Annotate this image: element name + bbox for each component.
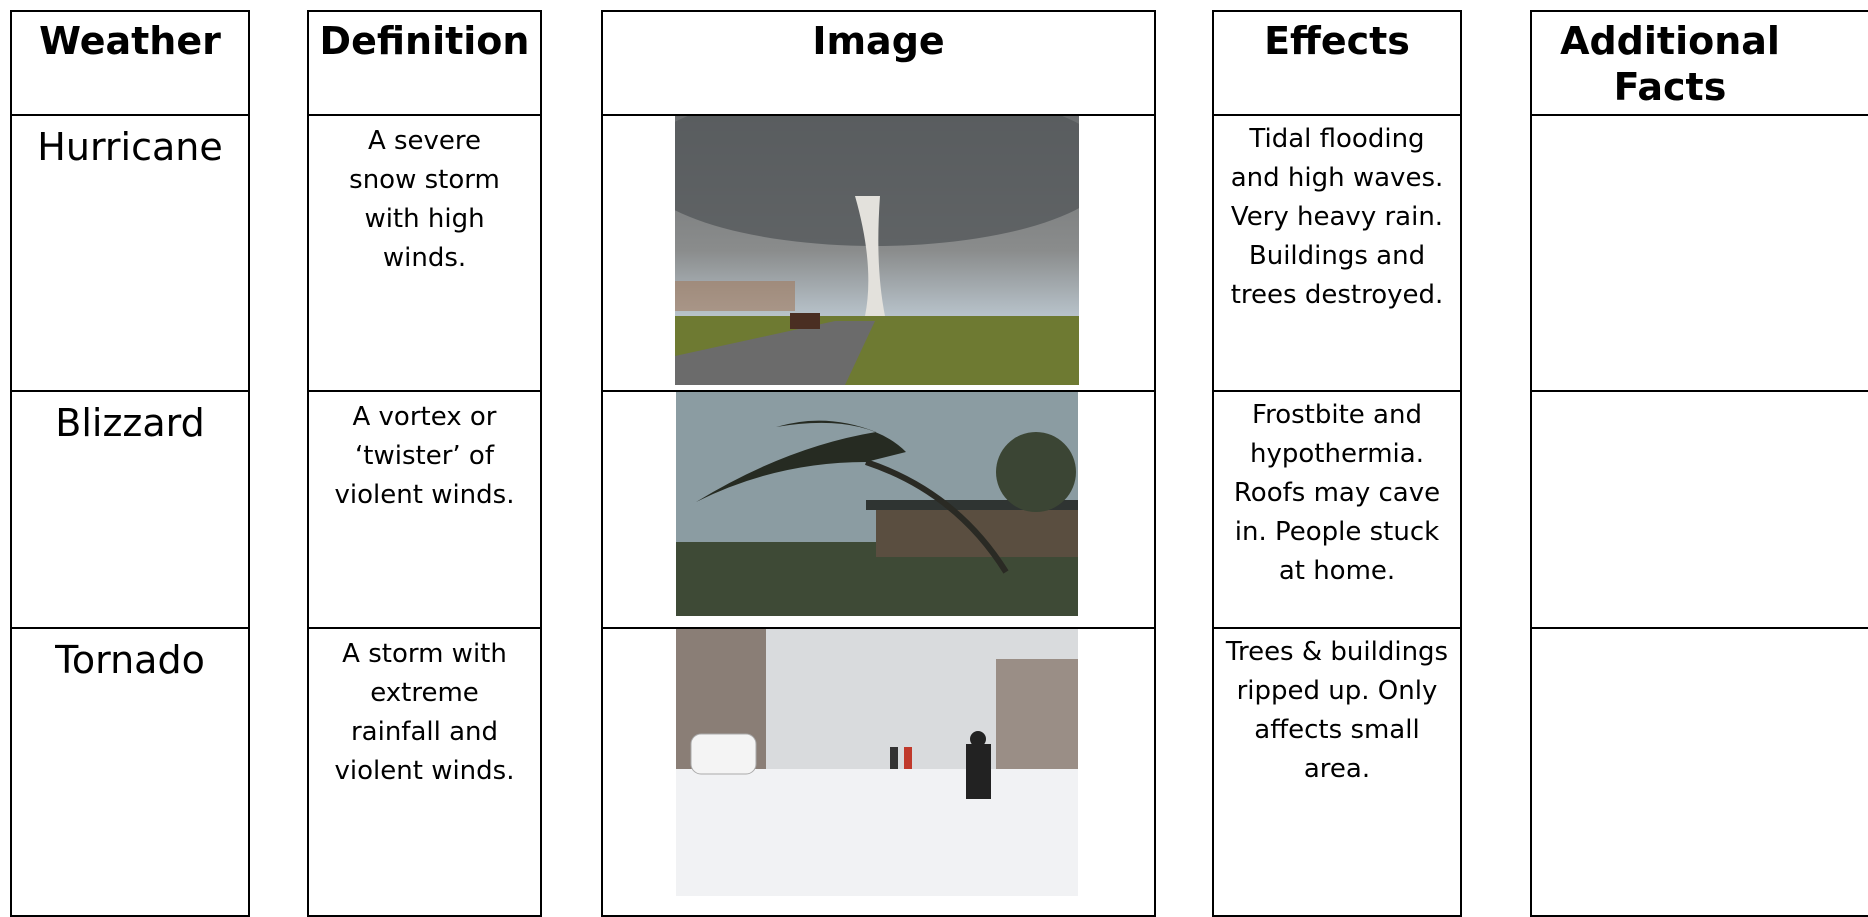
effects-cell: Frostbite and hypothermia. Roofs may cav… [1212,390,1462,629]
facts-cell [1530,390,1868,629]
header-cell: Weather [10,10,250,116]
weather-cell: Tornado [10,627,250,917]
page: Weather Definition Image Effects Additio… [0,0,1868,896]
definition-cell: A storm with extreme rainfall and violen… [307,627,542,917]
weather-cell: Hurricane [10,114,250,392]
weather-cell: Blizzard [10,390,250,629]
header-cell: Additional Facts [1530,10,1868,116]
header-cell: Definition [307,10,542,116]
effects-cell: Trees & buildings ripped up. Only affect… [1212,627,1462,917]
facts-cell [1530,627,1868,917]
header-cell: Effects [1212,10,1462,116]
blizzard-photo [676,629,1078,896]
definition-cell: A vortex or ‘twister’ of violent winds. [307,390,542,629]
facts-cell [1530,114,1868,392]
tornado-photo [675,116,1079,385]
effects-cell: Tidal flooding and high waves. Very heav… [1212,114,1462,392]
hurricane-photo [676,392,1078,616]
definition-cell: A severe snow storm with high winds. [307,114,542,392]
header-cell: Image [601,10,1156,116]
